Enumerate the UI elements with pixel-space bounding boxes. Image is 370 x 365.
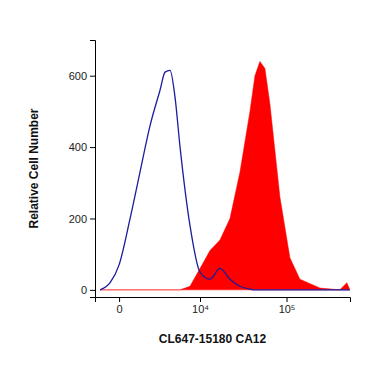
plot-area — [100, 61, 350, 289]
y-tick: 0 — [81, 284, 95, 296]
y-tick-label: 400 — [69, 141, 87, 153]
y-axis-line — [90, 41, 96, 298]
x-axis: 0 10⁴ 10⁵ — [96, 297, 351, 315]
x-tick-label: 10⁴ — [192, 303, 209, 315]
x-tick: 0 — [117, 297, 123, 315]
y-tick-mark — [90, 218, 95, 219]
x-tick: 10⁵ — [279, 297, 296, 315]
y-axis-title: Relative Cell Number — [27, 108, 41, 228]
y-tick: 400 — [69, 141, 95, 153]
x-axis-line — [96, 298, 351, 303]
x-tick-mark — [200, 297, 201, 302]
y-tick-mark — [90, 76, 95, 77]
y-tick: 600 — [69, 70, 95, 82]
y-tick-mark — [90, 147, 95, 148]
x-axis-title: CL647-15180 CA12 — [159, 332, 267, 346]
series-area — [100, 61, 350, 289]
y-tick-label: 0 — [81, 284, 87, 296]
y-tick-label: 200 — [69, 212, 87, 224]
x-tick-label: 10⁵ — [279, 303, 296, 315]
series-line — [100, 70, 350, 290]
x-tick: 10⁴ — [192, 297, 209, 315]
x-tick-mark — [119, 297, 120, 302]
y-tick-label: 600 — [69, 70, 87, 82]
x-tick-label: 0 — [117, 303, 123, 315]
y-tick-mark — [90, 290, 95, 291]
chart: 0 10⁴ 10⁵ 0 200 400 600 CL647-15180 CA12 Relativ… — [0, 0, 370, 365]
y-tick: 200 — [69, 212, 95, 224]
x-tick-mark — [287, 297, 288, 302]
y-axis: 0 200 400 600 — [69, 41, 96, 298]
